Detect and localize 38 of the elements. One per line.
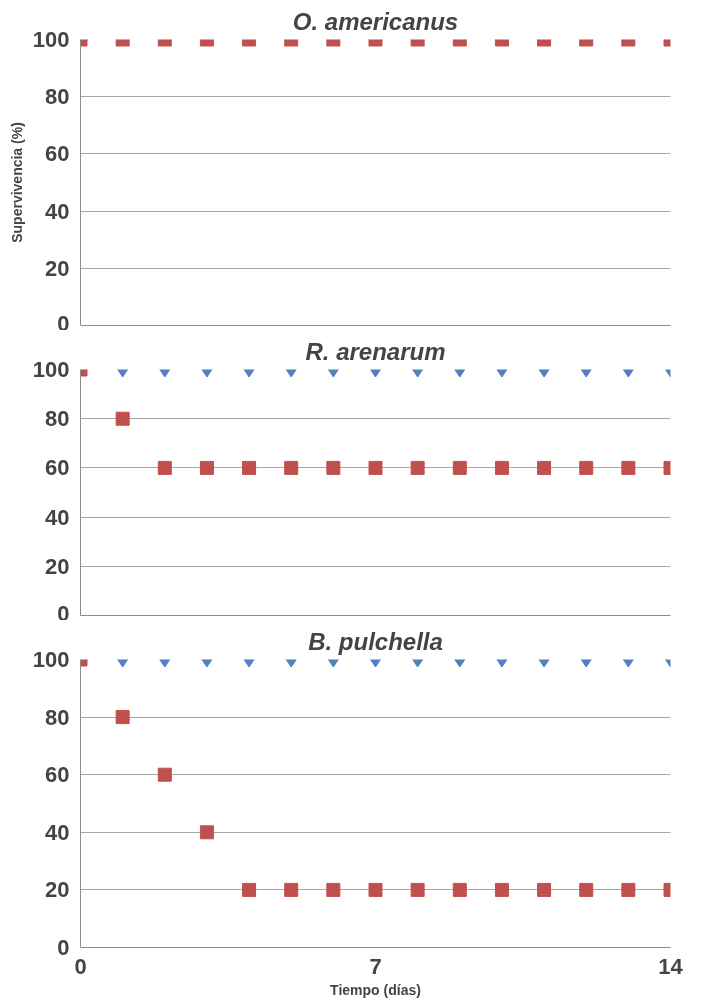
chart-title: R. arenarum [305,337,446,365]
y-tick-label: 60 [45,141,70,167]
point [368,882,383,897]
y-tick-label: 100 [32,357,70,382]
y-tick-label: 40 [45,819,70,845]
point [537,882,552,897]
point [494,882,509,897]
y-tick-label: 60 [45,762,70,788]
point [284,882,299,897]
y-axis-title: Supervivencia (%) [8,122,25,243]
y-tick-label: 80 [45,406,70,432]
point [621,882,636,897]
x-axis-title: Tiempo (días) [330,981,421,998]
point [326,882,341,897]
point [452,882,467,897]
chart-title: B. pulchella [308,627,443,655]
x-tick-label: 7 [369,953,382,979]
y-tick-label: 80 [45,704,70,730]
point [199,825,214,840]
y-tick-label: 40 [45,198,70,224]
y-tick-label: 0 [57,310,70,336]
y-tick-label: 80 [45,84,70,110]
y-tick-label: 20 [45,553,70,579]
y-tick-label: 0 [57,935,70,960]
point [157,767,172,782]
point [242,882,257,897]
y-tick-label: 20 [45,255,70,281]
x-tick-label: 14 [658,953,684,979]
point [579,882,594,897]
y-tick-label: 60 [45,455,70,481]
y-tick-label: 20 [45,877,70,903]
chart-title: O. americanus [292,7,459,35]
y-tick-label: 0 [57,600,70,626]
y-tick-label: 100 [32,647,70,672]
y-tick-label: 40 [45,504,70,530]
point [410,882,425,897]
y-tick-label: 100 [32,27,70,52]
x-tick-label: 0 [74,953,87,979]
